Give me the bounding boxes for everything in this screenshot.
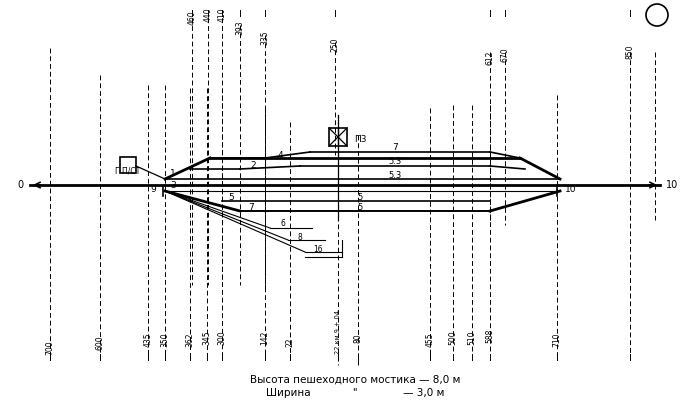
Text: 410: 410: [217, 8, 226, 22]
Text: 5: 5: [357, 203, 363, 212]
Text: 440: 440: [204, 8, 213, 22]
Text: 700: 700: [45, 341, 54, 355]
Text: 10: 10: [666, 180, 678, 190]
Text: 500: 500: [449, 330, 458, 345]
Text: 5.3: 5.3: [388, 171, 402, 179]
Text: 4: 4: [278, 151, 283, 160]
Text: П3: П3: [354, 134, 367, 144]
Text: 10: 10: [565, 186, 577, 195]
Bar: [120, 157, 136, 173]
Text: 80: 80: [354, 333, 363, 343]
Text: 9: 9: [150, 186, 156, 195]
Text: 393: 393: [235, 21, 244, 35]
Text: 5: 5: [228, 193, 234, 201]
Text: 600: 600: [96, 336, 105, 350]
Text: 588: 588: [486, 329, 495, 343]
Text: 0: 0: [17, 180, 23, 190]
Text: 2: 2: [250, 162, 256, 171]
Text: 362: 362: [186, 333, 195, 347]
Text: 850: 850: [625, 45, 634, 59]
Text: 7: 7: [392, 144, 398, 153]
Text: 510: 510: [468, 331, 477, 345]
Text: 455: 455: [425, 333, 435, 347]
Text: 345: 345: [202, 330, 211, 345]
Text: 7: 7: [248, 203, 254, 212]
Text: 1: 1: [170, 169, 175, 179]
Text: 5.3: 5.3: [388, 158, 402, 166]
Text: 142: 142: [261, 331, 270, 345]
Text: 3: 3: [170, 182, 175, 190]
Text: Ширина             "              — 3,0 м: Ширина " — 3,0 м: [266, 388, 444, 398]
Text: 5: 5: [357, 193, 363, 201]
Text: 350: 350: [160, 333, 169, 347]
Text: 250: 250: [330, 38, 339, 52]
Text: 6: 6: [281, 219, 286, 228]
Text: 435: 435: [144, 333, 153, 347]
Text: 670: 670: [500, 48, 510, 62]
Text: 710: 710: [552, 333, 561, 347]
Text: 335: 335: [261, 31, 270, 45]
Text: Высота пешеходного мостика — 8,0 м: Высота пешеходного мостика — 8,0 м: [250, 375, 460, 385]
Text: 300: 300: [217, 330, 226, 345]
Text: 460: 460: [188, 11, 197, 25]
Text: Г П/СТ: Г П/СТ: [116, 166, 140, 175]
Text: 8: 8: [298, 232, 302, 241]
Text: 22: 22: [286, 337, 294, 347]
Bar: [329, 128, 347, 146]
Text: 22 км 9 + 04: 22 км 9 + 04: [335, 310, 341, 354]
Text: 612: 612: [486, 51, 495, 65]
Text: 16: 16: [313, 245, 323, 254]
